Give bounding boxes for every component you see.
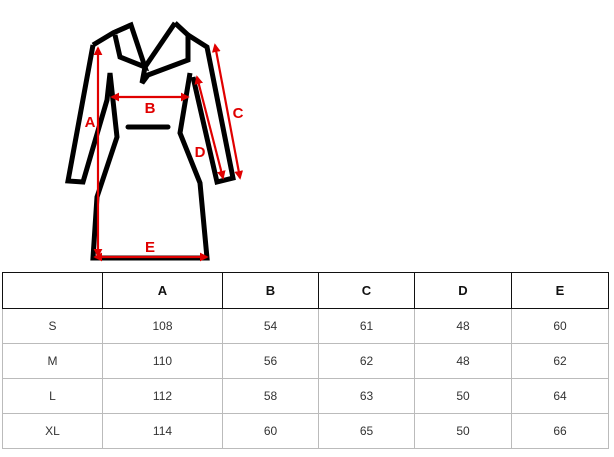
value-cell: 108 [102, 308, 223, 344]
size-table: A B C D E S 108 54 61 48 60 M 110 56 62 48 62 L 112 58… [2, 272, 609, 449]
measure-c-line [211, 43, 244, 180]
value-cell: 61 [318, 308, 415, 344]
value-cell: 65 [318, 413, 415, 449]
value-cell: 64 [511, 378, 609, 414]
value-cell: 112 [102, 378, 223, 414]
value-cell: 62 [318, 343, 415, 379]
header-size [2, 272, 103, 309]
header-b: B [222, 272, 319, 309]
value-cell: 54 [222, 308, 319, 344]
value-cell: 58 [222, 378, 319, 414]
value-cell: 60 [511, 308, 609, 344]
measurement-lines [93, 43, 244, 262]
table-row: S 108 54 61 48 60 [2, 308, 609, 344]
value-cell: 56 [222, 343, 319, 379]
value-cell: 48 [414, 308, 512, 344]
table-row: XL 114 60 65 50 66 [2, 413, 609, 449]
header-row: A B C D E [2, 272, 609, 309]
label-d: D [195, 144, 206, 161]
value-cell: 66 [511, 413, 609, 449]
value-cell: 60 [222, 413, 319, 449]
header-e: E [511, 272, 609, 309]
table-row: L 112 58 63 50 64 [2, 378, 609, 414]
value-cell: 63 [318, 378, 415, 414]
size-cell: L [2, 378, 103, 414]
value-cell: 50 [414, 378, 512, 414]
label-a: A [85, 114, 96, 131]
value-cell: 110 [102, 343, 223, 379]
size-cell: S [2, 308, 103, 344]
dress-measurement-diagram: A B C D E [65, 21, 244, 262]
value-cell: 62 [511, 343, 609, 379]
header-d: D [414, 272, 512, 309]
label-b: B [145, 100, 156, 117]
value-cell: 48 [414, 343, 512, 379]
value-cell: 114 [102, 413, 223, 449]
measure-d-line [194, 75, 226, 180]
value-cell: 50 [414, 413, 512, 449]
header-a: A [102, 272, 223, 309]
size-table-body: S 108 54 61 48 60 M 110 56 62 48 62 L 112 58 63 50 64 XL 11… [2, 308, 609, 449]
label-c: C [233, 105, 244, 122]
label-e: E [145, 239, 155, 256]
dress-outline [65, 21, 236, 261]
header-c: C [318, 272, 415, 309]
table-row: M 110 56 62 48 62 [2, 343, 609, 379]
size-cell: XL [2, 413, 103, 449]
size-cell: M [2, 343, 103, 379]
